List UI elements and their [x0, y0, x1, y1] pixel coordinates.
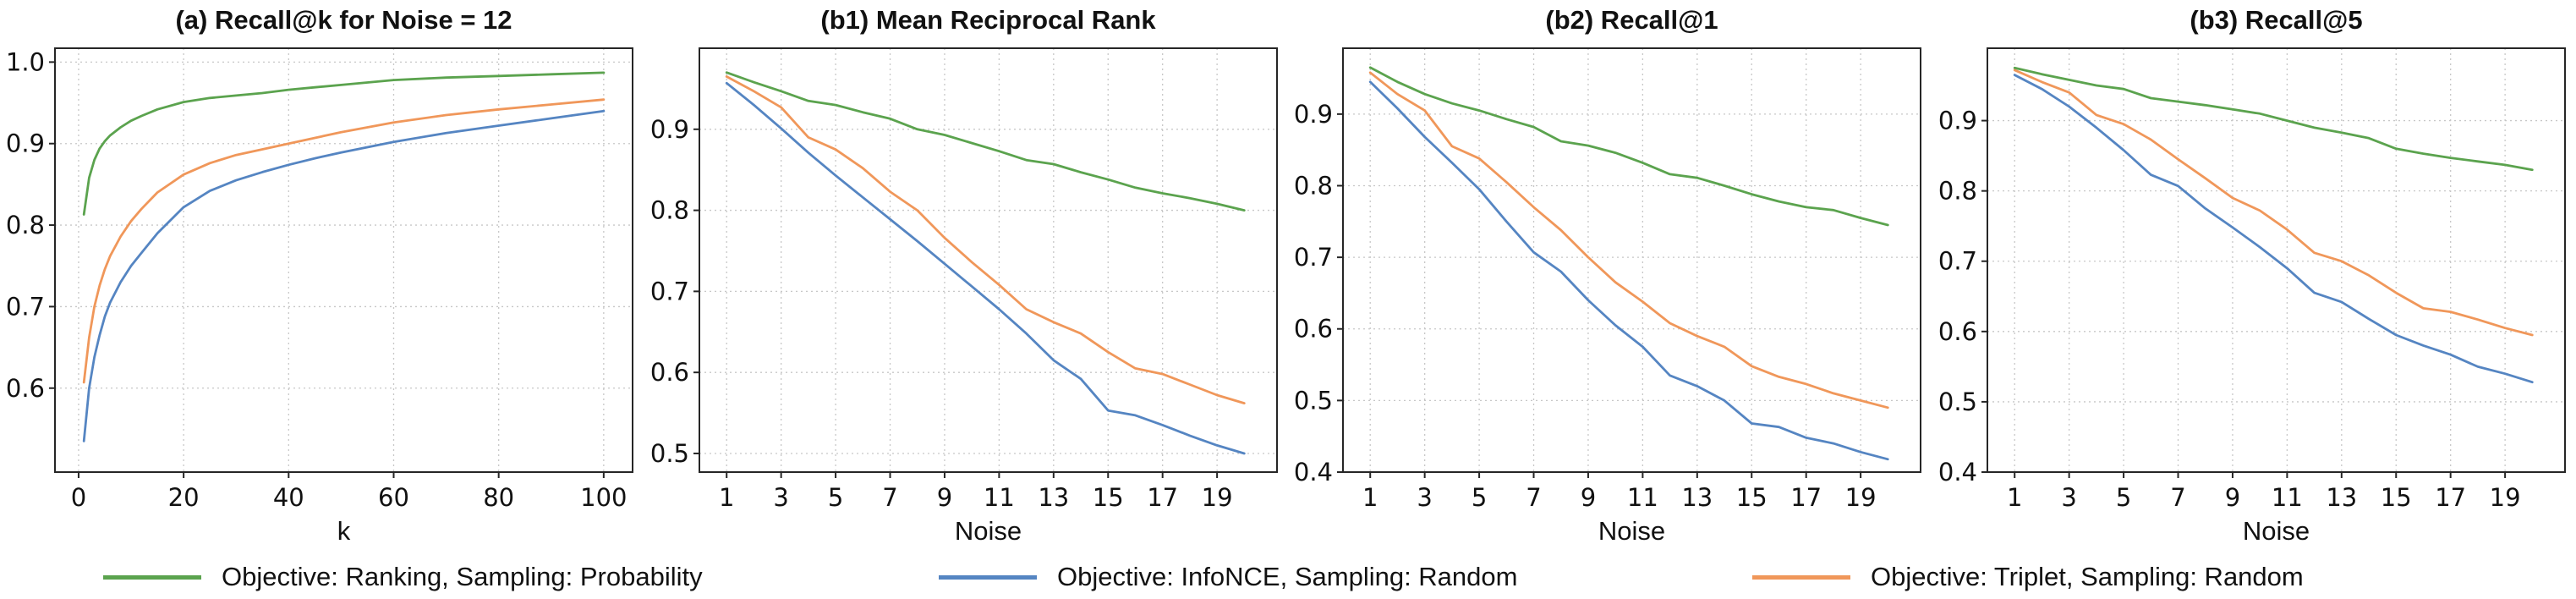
legend-label: Objective: Triplet, Sampling: Random — [1871, 562, 2304, 591]
chart-title: (b2) Recall@1 — [1545, 5, 1718, 35]
x-tick-label: 1 — [719, 483, 734, 512]
x-tick-label: 60 — [378, 483, 409, 512]
y-tick-label: 0.6 — [1294, 315, 1333, 343]
chart-recall-at-k: 0.6 0.7 0.8 0.9 1.0 0 20 40 60 80 100 (a) Recall@k … — [6, 5, 633, 546]
y-tick-label: 0.8 — [1938, 177, 1977, 206]
x-tick-label: 13 — [2326, 483, 2357, 512]
legend-item-triplet-random: Objective: Triplet, Sampling: Random — [1752, 559, 2304, 595]
y-tick-label: 0.7 — [1294, 243, 1333, 272]
y-tick-label: 0.7 — [650, 277, 689, 305]
y-tick-label: 0.7 — [1938, 247, 1977, 276]
x-tick-label: 19 — [2490, 483, 2521, 512]
y-tick-label: 0.8 — [6, 211, 45, 239]
x-tick-label: 15 — [1093, 483, 1124, 512]
x-tick-label: 20 — [168, 483, 200, 512]
x-axis-label: Noise — [955, 516, 1022, 546]
x-tick-label: 17 — [2435, 483, 2466, 512]
y-tick-label: 0.9 — [6, 129, 45, 158]
x-tick-label: 7 — [2170, 483, 2185, 512]
x-tick-label: 19 — [1845, 483, 1877, 512]
chart-mean-reciprocal-rank: 0.50.60.70.80.91 3 5 7 9 11 13 15 17 19(b1) Mean … — [650, 5, 1278, 546]
x-tick-label: 15 — [2381, 483, 2412, 512]
x-tick-label: 100 — [580, 483, 627, 512]
x-axis-label: k — [337, 516, 351, 546]
x-tick-label: 0 — [71, 483, 86, 512]
y-tick-label: 0.4 — [1938, 458, 1977, 486]
series-line — [1368, 71, 1889, 409]
legend-line-blue — [939, 574, 1037, 580]
x-tick-label: 7 — [1526, 483, 1541, 512]
y-tick-label: 0.4 — [1294, 458, 1333, 486]
x-tick-label: 11 — [984, 483, 1015, 512]
x-tick-label: 9 — [2225, 483, 2240, 512]
series-line — [1368, 66, 1889, 227]
legend-line-orange — [1752, 574, 1850, 580]
series-line — [725, 71, 1246, 212]
series-line — [1368, 80, 1889, 461]
series-line — [725, 75, 1246, 405]
x-tick-label: 13 — [1681, 483, 1713, 512]
x-tick-label: 9 — [937, 483, 952, 512]
x-tick-label: 19 — [1202, 483, 1233, 512]
series-line — [725, 81, 1246, 455]
series-line — [82, 109, 606, 442]
x-tick-label: 7 — [882, 483, 897, 512]
y-tick-label: 0.5 — [650, 439, 689, 468]
y-tick-label: 0.9 — [1938, 107, 1977, 135]
x-tick-label: 3 — [2061, 483, 2076, 512]
x-tick-label: 3 — [773, 483, 788, 512]
chart-title: (b3) Recall@5 — [2190, 5, 2362, 35]
y-tick-label: 0.8 — [1294, 171, 1333, 200]
y-tick-label: 0.5 — [1938, 387, 1977, 416]
y-tick-label: 0.5 — [1294, 386, 1333, 415]
x-tick-label: 3 — [1417, 483, 1432, 512]
x-tick-label: 1 — [1362, 483, 1378, 512]
plot-box — [54, 47, 633, 473]
chart-title: (b1) Mean Reciprocal Rank — [820, 5, 1156, 35]
x-tick-label: 15 — [1736, 483, 1768, 512]
x-tick-label: 80 — [483, 483, 514, 512]
x-tick-label: 9 — [1581, 483, 1596, 512]
x-tick-label: 11 — [1627, 483, 1658, 512]
x-tick-label: 5 — [2116, 483, 2131, 512]
x-axis-label: Noise — [2243, 516, 2310, 546]
plot-box — [699, 47, 1278, 473]
chart-recall-at-5: 0.40.50.60.70.80.91 3 5 7 9 11 13 15 17 19(b3) Re… — [1938, 5, 2566, 546]
x-tick-label: 11 — [2272, 483, 2303, 512]
plot-box — [1987, 47, 2566, 473]
x-tick-label: 40 — [273, 483, 304, 512]
legend-line-green — [103, 574, 201, 580]
series-line — [82, 98, 606, 384]
y-tick-label: 0.7 — [6, 292, 45, 321]
y-tick-label: 0.6 — [650, 358, 689, 387]
x-axis-label: Noise — [1598, 516, 1665, 546]
y-tick-label: 0.6 — [6, 374, 45, 403]
chart-title: (a) Recall@k for Noise = 12 — [175, 5, 512, 35]
legend-item-ranking-probability: Objective: Ranking, Sampling: Probabilit… — [103, 559, 703, 595]
legend-label: Objective: InfoNCE, Sampling: Random — [1057, 562, 1518, 591]
x-tick-label: 17 — [1790, 483, 1822, 512]
y-tick-label: 1.0 — [6, 47, 45, 76]
chart-recall-at-1: 0.40.50.60.70.80.91 3 5 7 9 11 13 15 17 19(b2) Re… — [1294, 5, 1921, 546]
x-tick-label: 1 — [2007, 483, 2022, 512]
y-tick-label: 0.9 — [650, 115, 689, 144]
x-tick-label: 5 — [828, 483, 843, 512]
y-tick-label: 0.8 — [650, 196, 689, 225]
legend-label: Objective: Ranking, Sampling: Probabilit… — [222, 562, 703, 591]
plot-box — [1342, 47, 1921, 473]
x-tick-label: 13 — [1038, 483, 1069, 512]
y-tick-label: 0.6 — [1938, 317, 1977, 346]
x-tick-label: 17 — [1147, 483, 1178, 512]
x-tick-label: 5 — [1472, 483, 1487, 512]
series-line — [2013, 74, 2534, 384]
series-line — [2013, 66, 2534, 172]
series-line — [2013, 69, 2534, 337]
series-line — [82, 71, 606, 216]
y-tick-label: 0.9 — [1294, 100, 1333, 129]
legend-item-infonce-random: Objective: InfoNCE, Sampling: Random — [939, 559, 1517, 595]
